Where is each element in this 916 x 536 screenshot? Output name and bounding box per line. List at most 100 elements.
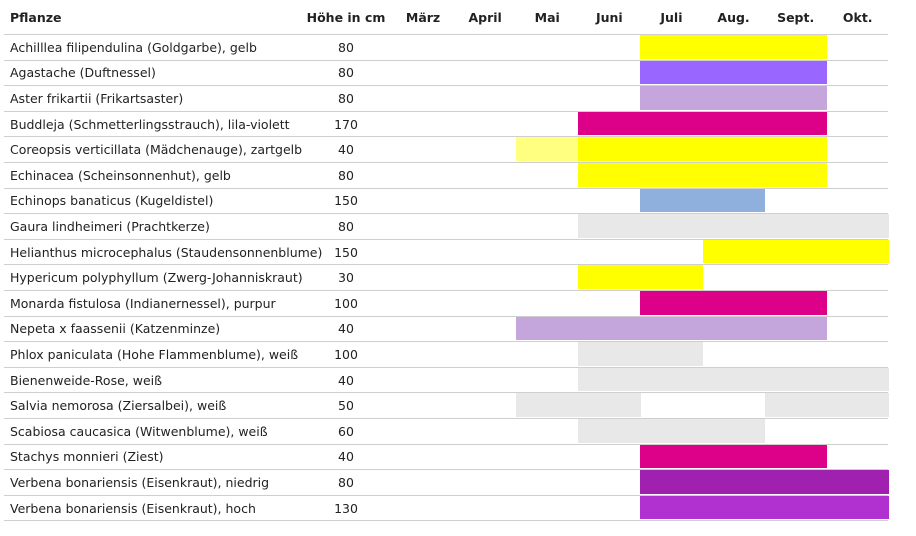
bloom-cell	[702, 188, 765, 213]
plant-height: 40	[338, 142, 354, 158]
column-header: Okt.	[842, 9, 873, 25]
plant-height: 30	[338, 270, 354, 286]
bloom-cell	[578, 367, 641, 392]
bloom-cell	[764, 239, 827, 264]
plant-row: Scabiosa caucasica (Witwenblume), weiß 60	[4, 419, 888, 445]
bloom-cell	[702, 367, 765, 392]
plant-row: Bienenweide-Rose, weiß 40	[4, 367, 889, 394]
bloom-cell	[764, 60, 827, 85]
plant-height: 130	[334, 500, 358, 516]
plant-height: 80	[338, 218, 354, 234]
bloom-cell	[702, 111, 765, 136]
bloom-cell	[764, 444, 827, 469]
plant-name: Verbena bonariensis (Eisenkraut), hoch	[10, 500, 256, 516]
bloom-cell	[826, 239, 889, 264]
bloom-cell	[826, 495, 889, 520]
plant-row: Nepeta x faassenii (Katzenminze) 40	[4, 316, 888, 343]
bloom-cell	[764, 291, 827, 315]
bloom-cell	[578, 316, 641, 341]
plant-height: 80	[338, 167, 354, 183]
column-header: Aug.	[717, 9, 750, 25]
plant-name: Aster frikartii (Frikartsaster)	[10, 90, 184, 106]
plant-height: 40	[338, 449, 354, 465]
bloom-cell	[640, 137, 703, 161]
bloom-cell	[640, 111, 703, 136]
plant-row: Helianthus microcephalus (Staudensonnenb…	[4, 239, 889, 266]
bloom-cell	[702, 419, 765, 443]
bloom-cell	[764, 163, 827, 187]
bloom-cell	[702, 35, 765, 59]
bloom-cell	[702, 495, 765, 520]
plant-height: 40	[338, 372, 354, 388]
plant-name: Helianthus microcephalus (Staudensonnenb…	[10, 244, 323, 260]
bloom-cell	[578, 137, 641, 161]
plant-height: 150	[334, 244, 358, 260]
plant-row: Achilllea filipendulina (Goldgarbe), gel…	[4, 35, 888, 61]
bloom-cell	[640, 495, 703, 520]
plant-name: Buddleja (Schmetterlingsstrauch), lila-v…	[10, 116, 290, 132]
bloom-cell	[826, 214, 889, 238]
plant-height: 50	[338, 398, 354, 414]
plant-row: Hypericum polyphyllum (Zwerg-Johanniskra…	[4, 265, 888, 291]
plant-height: 100	[334, 346, 358, 362]
plant-row: Monarda fistulosa (Indianernessel), purp…	[4, 291, 888, 317]
plant-height: 80	[338, 474, 354, 490]
plant-height: 170	[334, 116, 358, 132]
column-header: Höhe in cm	[306, 9, 386, 25]
plant-row: Buddleja (Schmetterlingsstrauch), lila-v…	[4, 111, 888, 138]
bloom-cell	[702, 316, 765, 341]
bloom-cell	[578, 342, 641, 366]
bloom-cell	[764, 495, 827, 520]
bloom-cell	[578, 163, 641, 187]
bloom-cell	[640, 367, 703, 392]
bloom-cell	[640, 419, 703, 443]
bloom-cell	[702, 60, 765, 85]
bloom-cell	[640, 470, 703, 494]
column-header: April	[468, 9, 502, 25]
column-header: März	[405, 9, 441, 25]
plant-row: Stachys monnieri (Ziest) 40	[4, 444, 888, 471]
bloom-cell	[702, 470, 765, 494]
bloom-cell	[578, 419, 641, 443]
column-header: Sept.	[777, 9, 815, 25]
plant-row: Gaura lindheimeri (Prachtkerze) 80	[4, 214, 889, 240]
plant-name: Achilllea filipendulina (Goldgarbe), gel…	[10, 39, 257, 55]
bloom-cell	[702, 137, 765, 161]
bloom-cell	[702, 86, 765, 110]
bloom-cell	[640, 265, 703, 289]
column-header: Juli	[660, 9, 683, 25]
plant-row: Salvia nemorosa (Ziersalbei), weiß 50	[4, 393, 889, 419]
plant-name: Coreopsis verticillata (Mädchenauge), za…	[10, 142, 303, 158]
bloom-cell	[578, 393, 641, 417]
plant-height: 40	[338, 321, 354, 337]
plant-name: Verbena bonariensis (Eisenkraut), niedri…	[10, 474, 270, 490]
bloom-cell	[578, 265, 641, 289]
plant-name: Stachys monnieri (Ziest)	[10, 449, 164, 465]
plant-name: Salvia nemorosa (Ziersalbei), weiß	[10, 398, 227, 414]
bloom-cell	[640, 291, 703, 315]
plant-name: Gaura lindheimeri (Prachtkerze)	[10, 218, 210, 234]
bloom-cell	[764, 316, 827, 341]
plant-name: Bienenweide-Rose, weiß	[10, 372, 162, 388]
column-header: Pflanze	[10, 9, 62, 25]
bloom-cell	[702, 214, 765, 238]
plant-height: 100	[334, 295, 358, 311]
column-header: Juni	[595, 9, 623, 25]
bloom-cell	[516, 137, 579, 161]
plant-height: 80	[338, 90, 354, 106]
bloom-cell	[764, 35, 827, 59]
bloom-cell	[516, 316, 579, 341]
bloom-cell	[702, 444, 765, 469]
bloom-cell	[578, 214, 641, 238]
plant-name: Echinops banaticus (Kugeldistel)	[10, 193, 214, 209]
plant-height: 80	[338, 65, 354, 81]
plant-row: Aster frikartii (Frikartsaster) 80	[4, 86, 888, 112]
plant-row: Coreopsis verticillata (Mädchenauge), za…	[4, 137, 888, 163]
plant-name: Hypericum polyphyllum (Zwerg-Johanniskra…	[10, 270, 303, 286]
bloom-cell	[640, 163, 703, 187]
plant-name: Echinacea (Scheinsonnenhut), gelb	[10, 167, 231, 183]
bloom-cell	[640, 86, 703, 110]
plant-row: Agastache (Duftnessel) 80	[4, 60, 888, 87]
plant-name: Scabiosa caucasica (Witwenblume), weiß	[10, 423, 268, 439]
